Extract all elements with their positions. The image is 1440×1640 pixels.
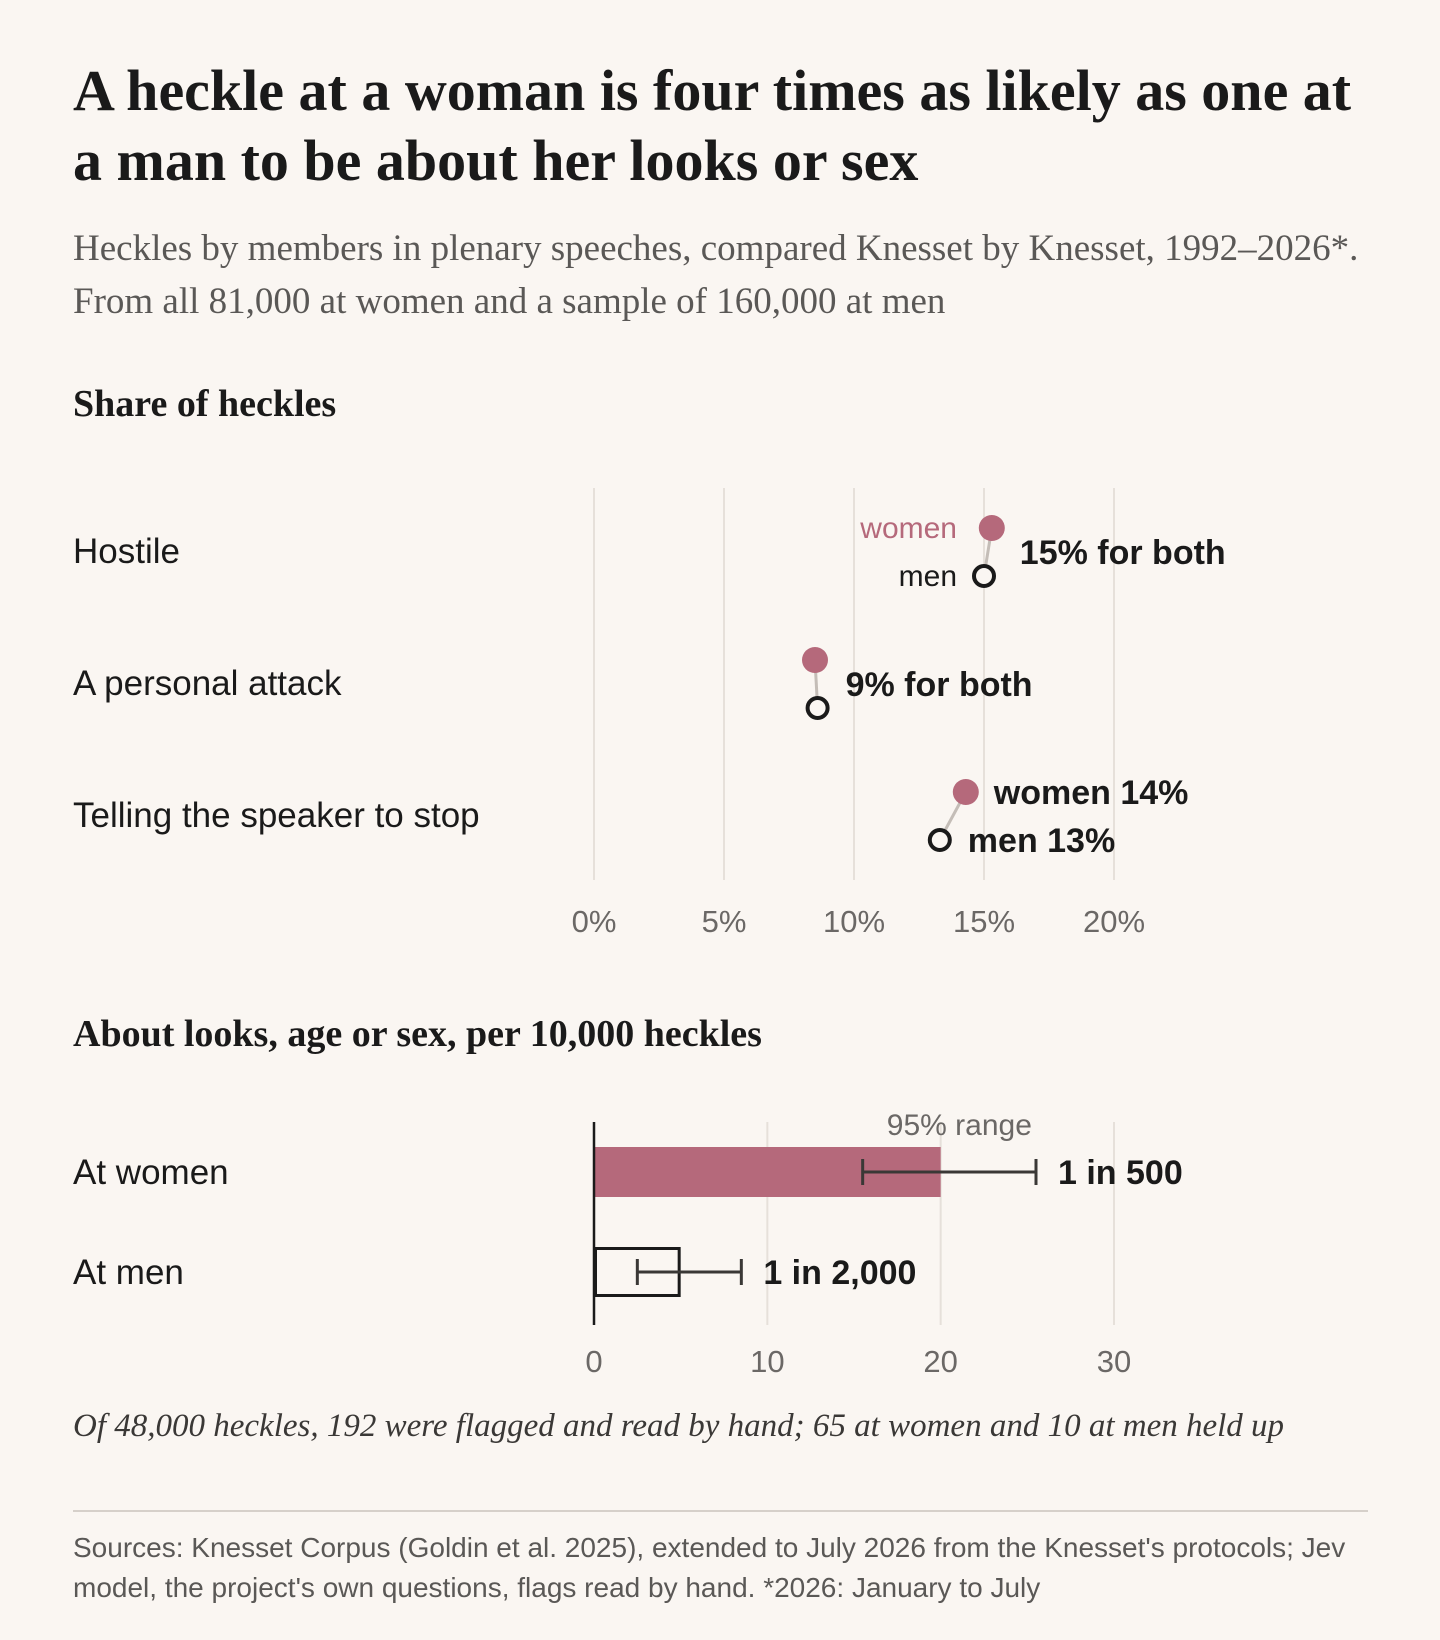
category-label: At women (73, 1153, 229, 1192)
men-dot (927, 828, 952, 852)
bar-chart-title: About looks, age or sex, per 10,000 heck… (73, 1013, 762, 1055)
chart-title: A heckle at a woman is four times as lik… (73, 58, 1352, 193)
x-tick-label: 30 (1097, 1344, 1131, 1379)
x-tick-label: 10 (750, 1344, 784, 1379)
x-tick-label: 20% (1083, 904, 1145, 939)
men-value-label: men 13% (968, 822, 1115, 860)
footer-divider (73, 1510, 1368, 1512)
category-label: At men (73, 1253, 184, 1292)
x-tick-label: 0% (572, 904, 617, 939)
women-dot (802, 647, 828, 673)
x-tick-label: 20 (923, 1344, 957, 1379)
x-tick-label: 5% (702, 904, 747, 939)
methodology-note: Of 48,000 heckles, 192 were flagged and … (73, 1408, 1285, 1444)
value-annotation: 9% for both (846, 666, 1033, 704)
bar-chart: 0 10 20 30 At women 1 in 500 95% range At men 1 … (73, 1109, 1183, 1379)
women-dot (978, 515, 1005, 541)
value-annotation: 15% for both (1020, 534, 1226, 572)
legend-men-label: men (899, 560, 957, 593)
bar-value-label: 1 in 2,000 (763, 1254, 916, 1292)
chart-subtitle: Heckles by members in plenary speeches, … (73, 228, 1359, 322)
x-tick-label: 0 (585, 1344, 602, 1379)
ci-label: 95% range (887, 1109, 1032, 1142)
dot-chart: 0% 5% 10% 15% 20% Hostile women men 15% for both… (73, 488, 1226, 939)
category-label: Hostile (73, 532, 180, 571)
dot-chart-title: Share of heckles (73, 383, 337, 425)
bar-value-label: 1 in 500 (1058, 1154, 1183, 1192)
women-dot (952, 779, 979, 805)
men-dot (805, 696, 830, 720)
x-tick-label: 10% (823, 904, 885, 939)
sources-text: Sources: Knesset Corpus (Goldin et al. 2… (73, 1532, 1346, 1603)
legend-women-label: women (859, 512, 957, 545)
x-tick-label: 15% (953, 904, 1015, 939)
men-dot (972, 564, 996, 588)
category-label: A personal attack (73, 664, 342, 703)
category-label: Telling the speaker to stop (73, 796, 480, 835)
women-value-label: women 14% (993, 774, 1189, 812)
